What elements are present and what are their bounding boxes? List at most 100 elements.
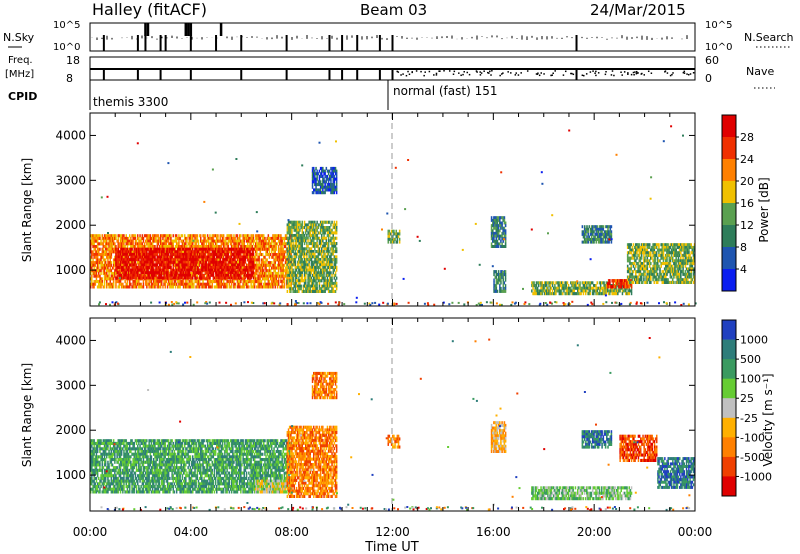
power-cell <box>311 242 314 246</box>
power-cell <box>212 273 215 277</box>
power-cell <box>122 236 124 240</box>
power-cell <box>216 276 218 280</box>
power-cell <box>174 261 177 265</box>
power-cell <box>127 260 130 264</box>
power-cell <box>141 250 144 254</box>
power-cell <box>182 245 185 249</box>
power-cell <box>109 258 111 262</box>
power-cell <box>204 268 207 272</box>
power-cell <box>260 247 263 251</box>
power-cell <box>311 244 314 248</box>
power-cell <box>196 271 199 275</box>
power-cell <box>301 220 303 224</box>
power-cell <box>274 239 276 243</box>
power-cell <box>180 282 182 286</box>
power-cell <box>217 263 219 267</box>
power-cell <box>257 234 259 238</box>
power-cell <box>173 258 176 262</box>
power-cell <box>314 247 316 251</box>
power-cell <box>174 255 177 259</box>
power-cell <box>173 250 176 254</box>
power-cell <box>325 263 328 267</box>
power-cell <box>230 258 233 262</box>
power-cell <box>108 277 110 281</box>
power-cell <box>190 236 193 240</box>
power-cell <box>255 253 257 257</box>
power-cell <box>247 268 249 272</box>
power-cell <box>329 268 331 272</box>
power-cell <box>211 242 213 246</box>
power-cell <box>109 263 111 267</box>
power-cell <box>170 266 172 269</box>
power-cell <box>210 280 212 284</box>
power-cell <box>198 273 201 277</box>
power-cell <box>148 276 150 280</box>
power-cell <box>173 280 176 284</box>
power-cell <box>218 255 220 259</box>
power-cell <box>324 255 326 259</box>
power-cell <box>256 239 258 243</box>
power-cell <box>110 253 113 257</box>
power-cell <box>222 245 225 249</box>
power-cell <box>132 236 134 240</box>
power-cell <box>133 245 135 249</box>
power-cell <box>132 239 134 243</box>
power-cell <box>181 258 184 262</box>
power-cell <box>213 245 216 249</box>
power-cell <box>314 220 316 224</box>
power-cell <box>264 261 266 265</box>
power-cell <box>258 266 260 270</box>
nave-sample <box>435 74 438 76</box>
power-cell <box>166 247 169 251</box>
power-cell <box>125 273 127 277</box>
power-cell <box>161 242 163 246</box>
power-cell <box>235 273 237 277</box>
power-cell <box>106 285 108 289</box>
nave-sample <box>543 73 545 75</box>
power-cell <box>259 236 262 240</box>
power-cell <box>302 250 305 254</box>
power-cell <box>165 252 168 256</box>
power-cell <box>315 265 317 269</box>
power-cell <box>154 269 156 273</box>
power-cell <box>274 274 276 278</box>
power-cell <box>111 239 114 243</box>
power-cell <box>316 284 318 288</box>
power-cell <box>124 268 126 272</box>
power-cell <box>150 255 153 259</box>
power-cell <box>134 242 137 246</box>
power-cell <box>300 223 302 227</box>
power-cell <box>131 242 133 246</box>
power-cell <box>104 261 107 265</box>
power-cell <box>156 263 158 267</box>
power-cell <box>146 236 148 240</box>
power-cell <box>307 239 309 243</box>
power-cell <box>108 269 110 273</box>
power-cell <box>303 258 306 262</box>
power-cell <box>280 255 282 259</box>
power-cell <box>281 247 283 251</box>
power-cell <box>196 266 199 269</box>
power-cell <box>220 266 223 269</box>
nave-sample <box>453 70 456 73</box>
power-cell <box>261 274 264 278</box>
power-cell <box>261 269 264 273</box>
power-cell <box>309 289 311 293</box>
power-cell <box>94 269 97 273</box>
power-cell <box>179 276 181 280</box>
power-cell <box>227 258 229 262</box>
power-cell <box>208 273 210 277</box>
power-cell <box>135 276 138 280</box>
power-cell <box>103 280 106 284</box>
power-cell <box>174 258 177 262</box>
power-cell <box>318 231 321 235</box>
power-cell <box>296 265 299 269</box>
power-cell <box>208 285 210 289</box>
power-cell <box>300 252 302 256</box>
power-cell <box>192 274 194 278</box>
power-cell <box>225 258 227 262</box>
power-cell <box>232 245 234 249</box>
power-cell <box>170 250 172 254</box>
power-cell <box>268 245 271 249</box>
power-cell <box>202 280 204 284</box>
